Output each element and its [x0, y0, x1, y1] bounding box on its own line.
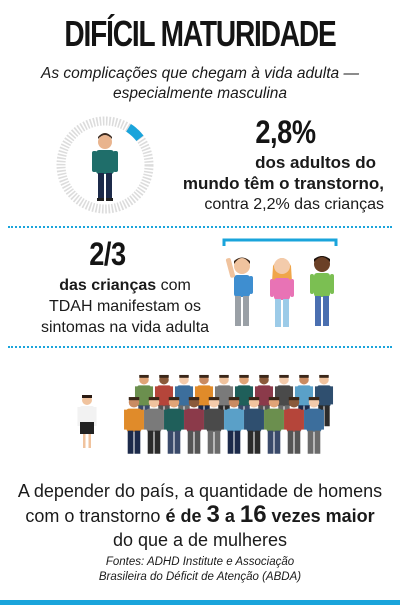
stat3-line-2-bold-2: vezes maior [266, 506, 375, 526]
sources-line-1: Fontes: ADHD Institute e Associação [105, 556, 295, 568]
man-icon [244, 397, 264, 454]
stat1-value: 2,8% [255, 114, 316, 150]
ring-adult-illustration [56, 116, 154, 214]
separator-1 [8, 226, 392, 228]
page-title: DIFÍCIL MATURIDADE [64, 13, 336, 54]
stat2-line-1: das crianças com [30, 275, 220, 296]
bracket [222, 238, 338, 246]
adult-man-icon [92, 133, 118, 201]
ring-fill [126, 124, 144, 142]
stat3-line-3: do que a de mulheres [112, 530, 288, 550]
sources-line-2: Brasileira do Déficit de Atenção (ABDA) [98, 571, 302, 583]
stat2-line-1-bold: das crianças [59, 277, 157, 294]
child-boy-icon [225, 257, 253, 326]
man-icon [304, 397, 324, 454]
stat1-line-1: dos adultos do [255, 153, 376, 172]
crowd-illustration [77, 374, 334, 454]
stat1-line-2: mundo têm o transtorno, [182, 174, 384, 193]
subtitle-line-2: especialmente masculina [112, 85, 288, 102]
man-icon [264, 397, 284, 454]
child-boy-2-icon [310, 256, 334, 326]
stat2-value: 2/3 [89, 236, 126, 272]
man-icon [144, 397, 164, 454]
children-illustration [222, 238, 338, 327]
footer-bar [0, 600, 400, 605]
man-icon [184, 397, 204, 454]
man-icon [164, 397, 184, 454]
subtitle: As complicações que chegam à vida adulta… [0, 64, 400, 104]
stat2-line-3: sintomas na vida adulta [40, 319, 210, 336]
sources: Fontes: ADHD Institute e Associação Bras… [0, 555, 400, 585]
stat3-line-2: com o transtorno é de 3 a 16 vezes maior [0, 503, 400, 528]
stat3-line-1: A depender do país, a quantidade de home… [17, 481, 383, 501]
separator-2 [8, 346, 392, 348]
stat3-text: A depender do país, a quantidade de home… [0, 479, 400, 552]
stat3-number-2: 16 [239, 501, 267, 528]
stat1-line-3: contra 2,2% das crianças [204, 196, 384, 213]
man-icon [204, 397, 224, 454]
man-icon [224, 397, 244, 454]
subtitle-line-1: As complicações que chegam à vida adulta… [41, 65, 359, 82]
man-icon [284, 397, 304, 454]
ring-background [56, 116, 154, 214]
woman-icon [77, 395, 97, 448]
child-girl-icon [270, 258, 294, 327]
stat3-line-2-pre: com o transtorno [25, 506, 166, 526]
stat3-line-2-bold: é de [165, 506, 207, 526]
man-icon [124, 397, 144, 454]
stat2-line-2: TDAH manifestam os [48, 298, 202, 315]
stat3-number-1: 3 [206, 501, 220, 528]
stat3-mid: a [219, 506, 240, 526]
stat2-line-1-rest: com [156, 277, 191, 294]
